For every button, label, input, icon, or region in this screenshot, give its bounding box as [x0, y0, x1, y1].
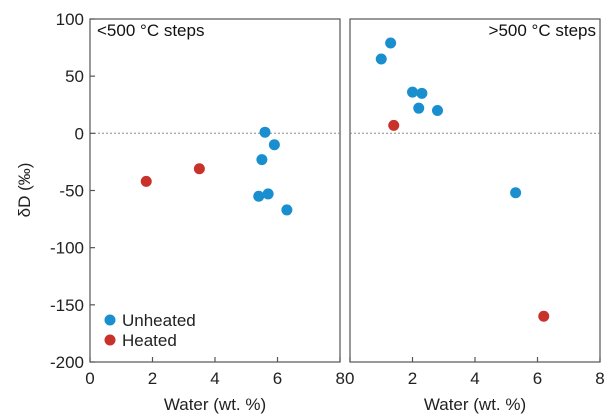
y-tick-label: 50 [65, 67, 84, 86]
data-point-unheated [413, 102, 425, 114]
x-tick-label: 2 [148, 369, 157, 388]
x-tick-label: 8 [336, 369, 345, 388]
y-tick-label: -100 [50, 239, 84, 258]
data-point-unheated [253, 190, 265, 202]
x-axis-title-left: Water (wt. %) [164, 395, 266, 414]
data-point-heated [538, 310, 550, 322]
x-axis-title-right: Water (wt. %) [424, 395, 526, 414]
x-tick-label: 0 [345, 369, 354, 388]
x-tick-label: 2 [408, 369, 417, 388]
data-point-unheated [432, 104, 443, 116]
data-point-unheated [262, 188, 274, 200]
data-point-unheated [407, 86, 418, 98]
panel-right-frame [349, 18, 601, 363]
panel-right-points [375, 37, 550, 322]
x-axis-right: 0 2 4 6 8 [345, 357, 605, 388]
panel-left-points [140, 126, 293, 216]
y-tick-label: 0 [75, 124, 84, 143]
panel-left: <500 °C steps 100 50 0 -50 -100 -150 -200 0 2 4 6… [15, 10, 345, 414]
x-tick-label: 4 [470, 369, 479, 388]
x-tick-label: 6 [533, 369, 542, 388]
x-tick-label: 0 [85, 369, 94, 388]
x-tick-label: 8 [595, 369, 604, 388]
data-point-unheated [510, 187, 522, 199]
legend-marker-unheated [104, 314, 116, 326]
data-point-unheated [256, 154, 268, 166]
x-tick-label: 6 [273, 369, 282, 388]
x-axis-left: 0 2 4 6 8 [85, 357, 345, 388]
x-tick-label: 4 [210, 369, 219, 388]
data-point-unheated [281, 204, 293, 216]
data-point-unheated [268, 139, 280, 151]
y-tick-label: -200 [50, 353, 84, 372]
legend: Unheated Heated [104, 311, 196, 350]
panel-left-title: <500 °C steps [97, 21, 204, 40]
data-point-heated [193, 163, 205, 175]
y-tick-label: -150 [50, 296, 84, 315]
panel-right: >500 °C steps 0 2 4 6 8 Water (wt. %) [345, 18, 605, 414]
data-point-unheated [375, 53, 387, 65]
y-axis-title: δD (‰) [15, 163, 34, 218]
legend-label-heated: Heated [122, 331, 177, 350]
legend-label-unheated: Unheated [122, 311, 196, 330]
y-tick-label: 100 [56, 10, 84, 29]
data-point-unheated [259, 126, 271, 138]
legend-marker-heated [104, 334, 116, 346]
panel-right-title: >500 °C steps [489, 21, 596, 40]
y-axis: 100 50 0 -50 -100 -150 -200 [50, 10, 95, 372]
data-point-unheated [416, 87, 428, 99]
data-point-heated [388, 119, 400, 131]
data-point-unheated [385, 37, 397, 49]
data-point-heated [140, 175, 152, 187]
y-tick-label: -50 [59, 182, 84, 201]
